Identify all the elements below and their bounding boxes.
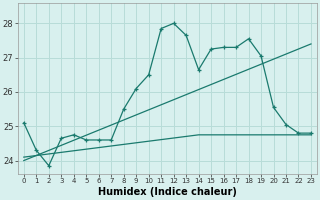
X-axis label: Humidex (Indice chaleur): Humidex (Indice chaleur) xyxy=(98,187,237,197)
